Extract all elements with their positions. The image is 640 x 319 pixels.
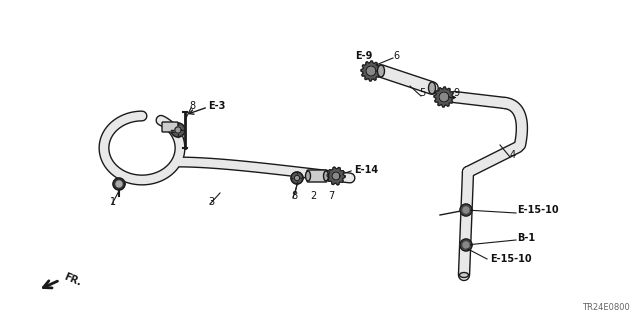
Polygon shape xyxy=(171,123,185,137)
Text: 4: 4 xyxy=(510,150,516,160)
Polygon shape xyxy=(332,172,340,180)
Text: 8: 8 xyxy=(291,191,297,201)
Polygon shape xyxy=(463,207,469,213)
Text: E-9: E-9 xyxy=(355,51,372,61)
Polygon shape xyxy=(361,61,381,81)
Polygon shape xyxy=(327,167,345,185)
Polygon shape xyxy=(460,204,472,216)
Ellipse shape xyxy=(323,171,328,181)
Text: B-1: B-1 xyxy=(517,233,535,243)
Ellipse shape xyxy=(429,82,435,94)
Ellipse shape xyxy=(460,272,468,278)
Polygon shape xyxy=(463,242,469,248)
FancyBboxPatch shape xyxy=(307,170,327,182)
Polygon shape xyxy=(291,172,303,184)
Ellipse shape xyxy=(378,65,385,77)
Text: E-15-10: E-15-10 xyxy=(490,254,532,264)
Polygon shape xyxy=(116,181,122,187)
Polygon shape xyxy=(175,127,181,133)
Polygon shape xyxy=(366,66,376,76)
Text: 1: 1 xyxy=(110,197,116,207)
Polygon shape xyxy=(460,239,472,251)
Text: TR24E0800: TR24E0800 xyxy=(582,303,630,312)
Polygon shape xyxy=(434,87,454,107)
Polygon shape xyxy=(113,178,125,190)
Polygon shape xyxy=(294,175,300,181)
Text: 8: 8 xyxy=(189,101,195,111)
FancyBboxPatch shape xyxy=(162,122,178,132)
Text: 6: 6 xyxy=(393,51,399,61)
Text: 9: 9 xyxy=(453,88,459,98)
Text: E-15-10: E-15-10 xyxy=(517,205,559,215)
Text: 3: 3 xyxy=(208,197,214,207)
Ellipse shape xyxy=(305,171,310,181)
Text: 5: 5 xyxy=(419,88,425,98)
Polygon shape xyxy=(439,92,449,102)
Text: 2: 2 xyxy=(310,191,316,201)
Text: 7: 7 xyxy=(328,191,334,201)
Text: E-14: E-14 xyxy=(354,165,378,175)
Text: E-3: E-3 xyxy=(208,101,225,111)
Text: FR.: FR. xyxy=(62,272,83,288)
